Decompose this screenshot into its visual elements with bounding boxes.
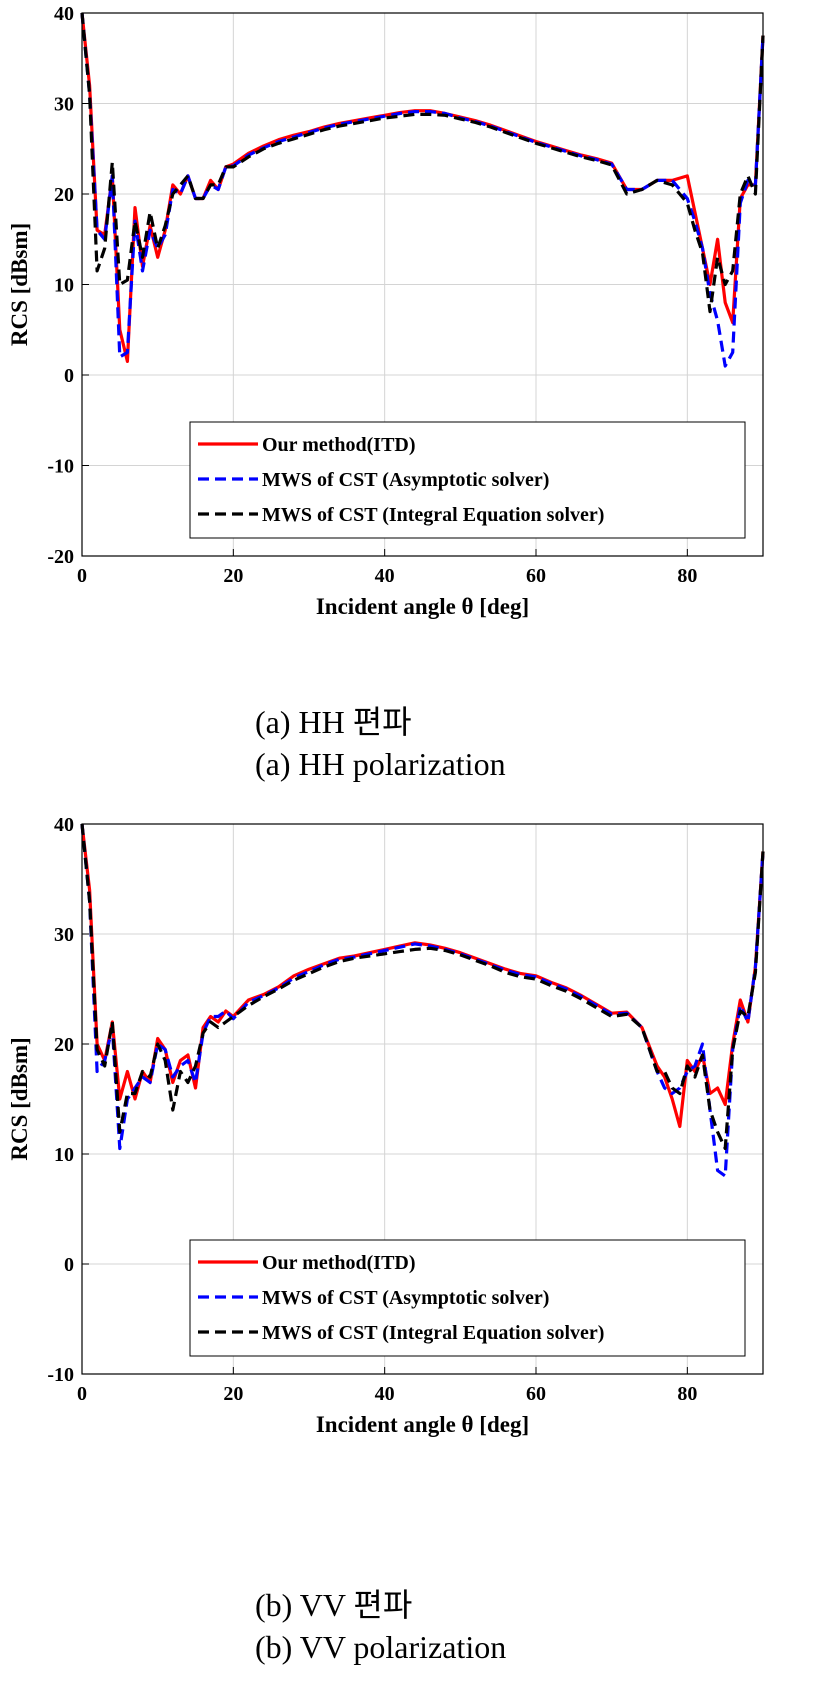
legend-label-2: MWS of CST (Asymptotic solver) (262, 1287, 549, 1309)
legend-label-2: MWS of CST (Asymptotic solver) (262, 469, 549, 491)
caption-korean: (b) VV 편파 (255, 1587, 413, 1623)
y-axis-label: RCS [dBsm] (7, 1037, 32, 1160)
series-line-3 (80, 823, 765, 1151)
y-tick-label: 10 (54, 1144, 74, 1166)
y-tick-label: 20 (54, 1034, 74, 1056)
rcs-chart-hh: 0 20 40 60 80 -20 -10 0 10 20 30 40 Incident angle θ… (7, 3, 765, 619)
x-tick-label: 60 (526, 565, 546, 587)
y-tick-label: -10 (47, 456, 74, 478)
y-tick-label: -10 (47, 1364, 74, 1386)
legend: Our method(ITD) MWS of CST (Asymptotic so… (189, 421, 746, 539)
caption-english: (a) HH polarization (255, 746, 506, 782)
x-axis-label: Incident angle θ [deg] (316, 594, 529, 619)
series-line-2 (80, 12, 765, 368)
y-tick-label: 40 (54, 814, 74, 836)
x-tick-label: 40 (375, 565, 395, 587)
legend-label-1: Our method(ITD) (262, 1252, 416, 1274)
legend-box (189, 1239, 746, 1357)
y-tick-label: 20 (54, 184, 74, 206)
chart-panel-hh: 0 20 40 60 80 -20 -10 0 10 20 30 40 Incident angle θ… (0, 0, 827, 800)
y-tick-label: 30 (54, 924, 74, 946)
y-tick-label: -20 (47, 546, 74, 568)
x-tick-label: 40 (375, 1383, 395, 1405)
y-tick-label: 10 (54, 275, 74, 297)
legend-label-3: MWS of CST (Integral Equation solver) (262, 1322, 604, 1344)
y-tick-label: 0 (64, 365, 74, 387)
legend: Our method(ITD) MWS of CST (Asymptotic so… (189, 1239, 746, 1357)
axes-frame (81, 823, 764, 1375)
x-tick-label: 60 (526, 1383, 546, 1405)
legend-label-1: Our method(ITD) (262, 434, 416, 456)
x-tick-label: 80 (677, 565, 697, 587)
x-tick-label: 0 (77, 1383, 87, 1405)
x-tick-label: 80 (677, 1383, 697, 1405)
caption-english: (b) VV polarization (255, 1629, 507, 1665)
y-tick-label: 30 (54, 94, 74, 116)
x-tick-label: 20 (223, 1383, 243, 1405)
y-tick-label: 0 (64, 1254, 74, 1276)
x-axis-label: Incident angle θ [deg] (316, 1412, 529, 1437)
y-axis-label: RCS [dBsm] (7, 223, 32, 346)
y-tick-label: 40 (54, 3, 74, 25)
caption-korean: (a) HH 편파 (255, 704, 412, 740)
legend-box (189, 421, 746, 539)
chart-panel-vv: 0 20 40 60 80 -10 0 10 20 30 40 Incident angle θ [d… (0, 814, 827, 1689)
legend-label-3: MWS of CST (Integral Equation solver) (262, 504, 604, 526)
x-tick-label: 0 (77, 565, 87, 587)
x-tick-label: 20 (223, 565, 243, 587)
